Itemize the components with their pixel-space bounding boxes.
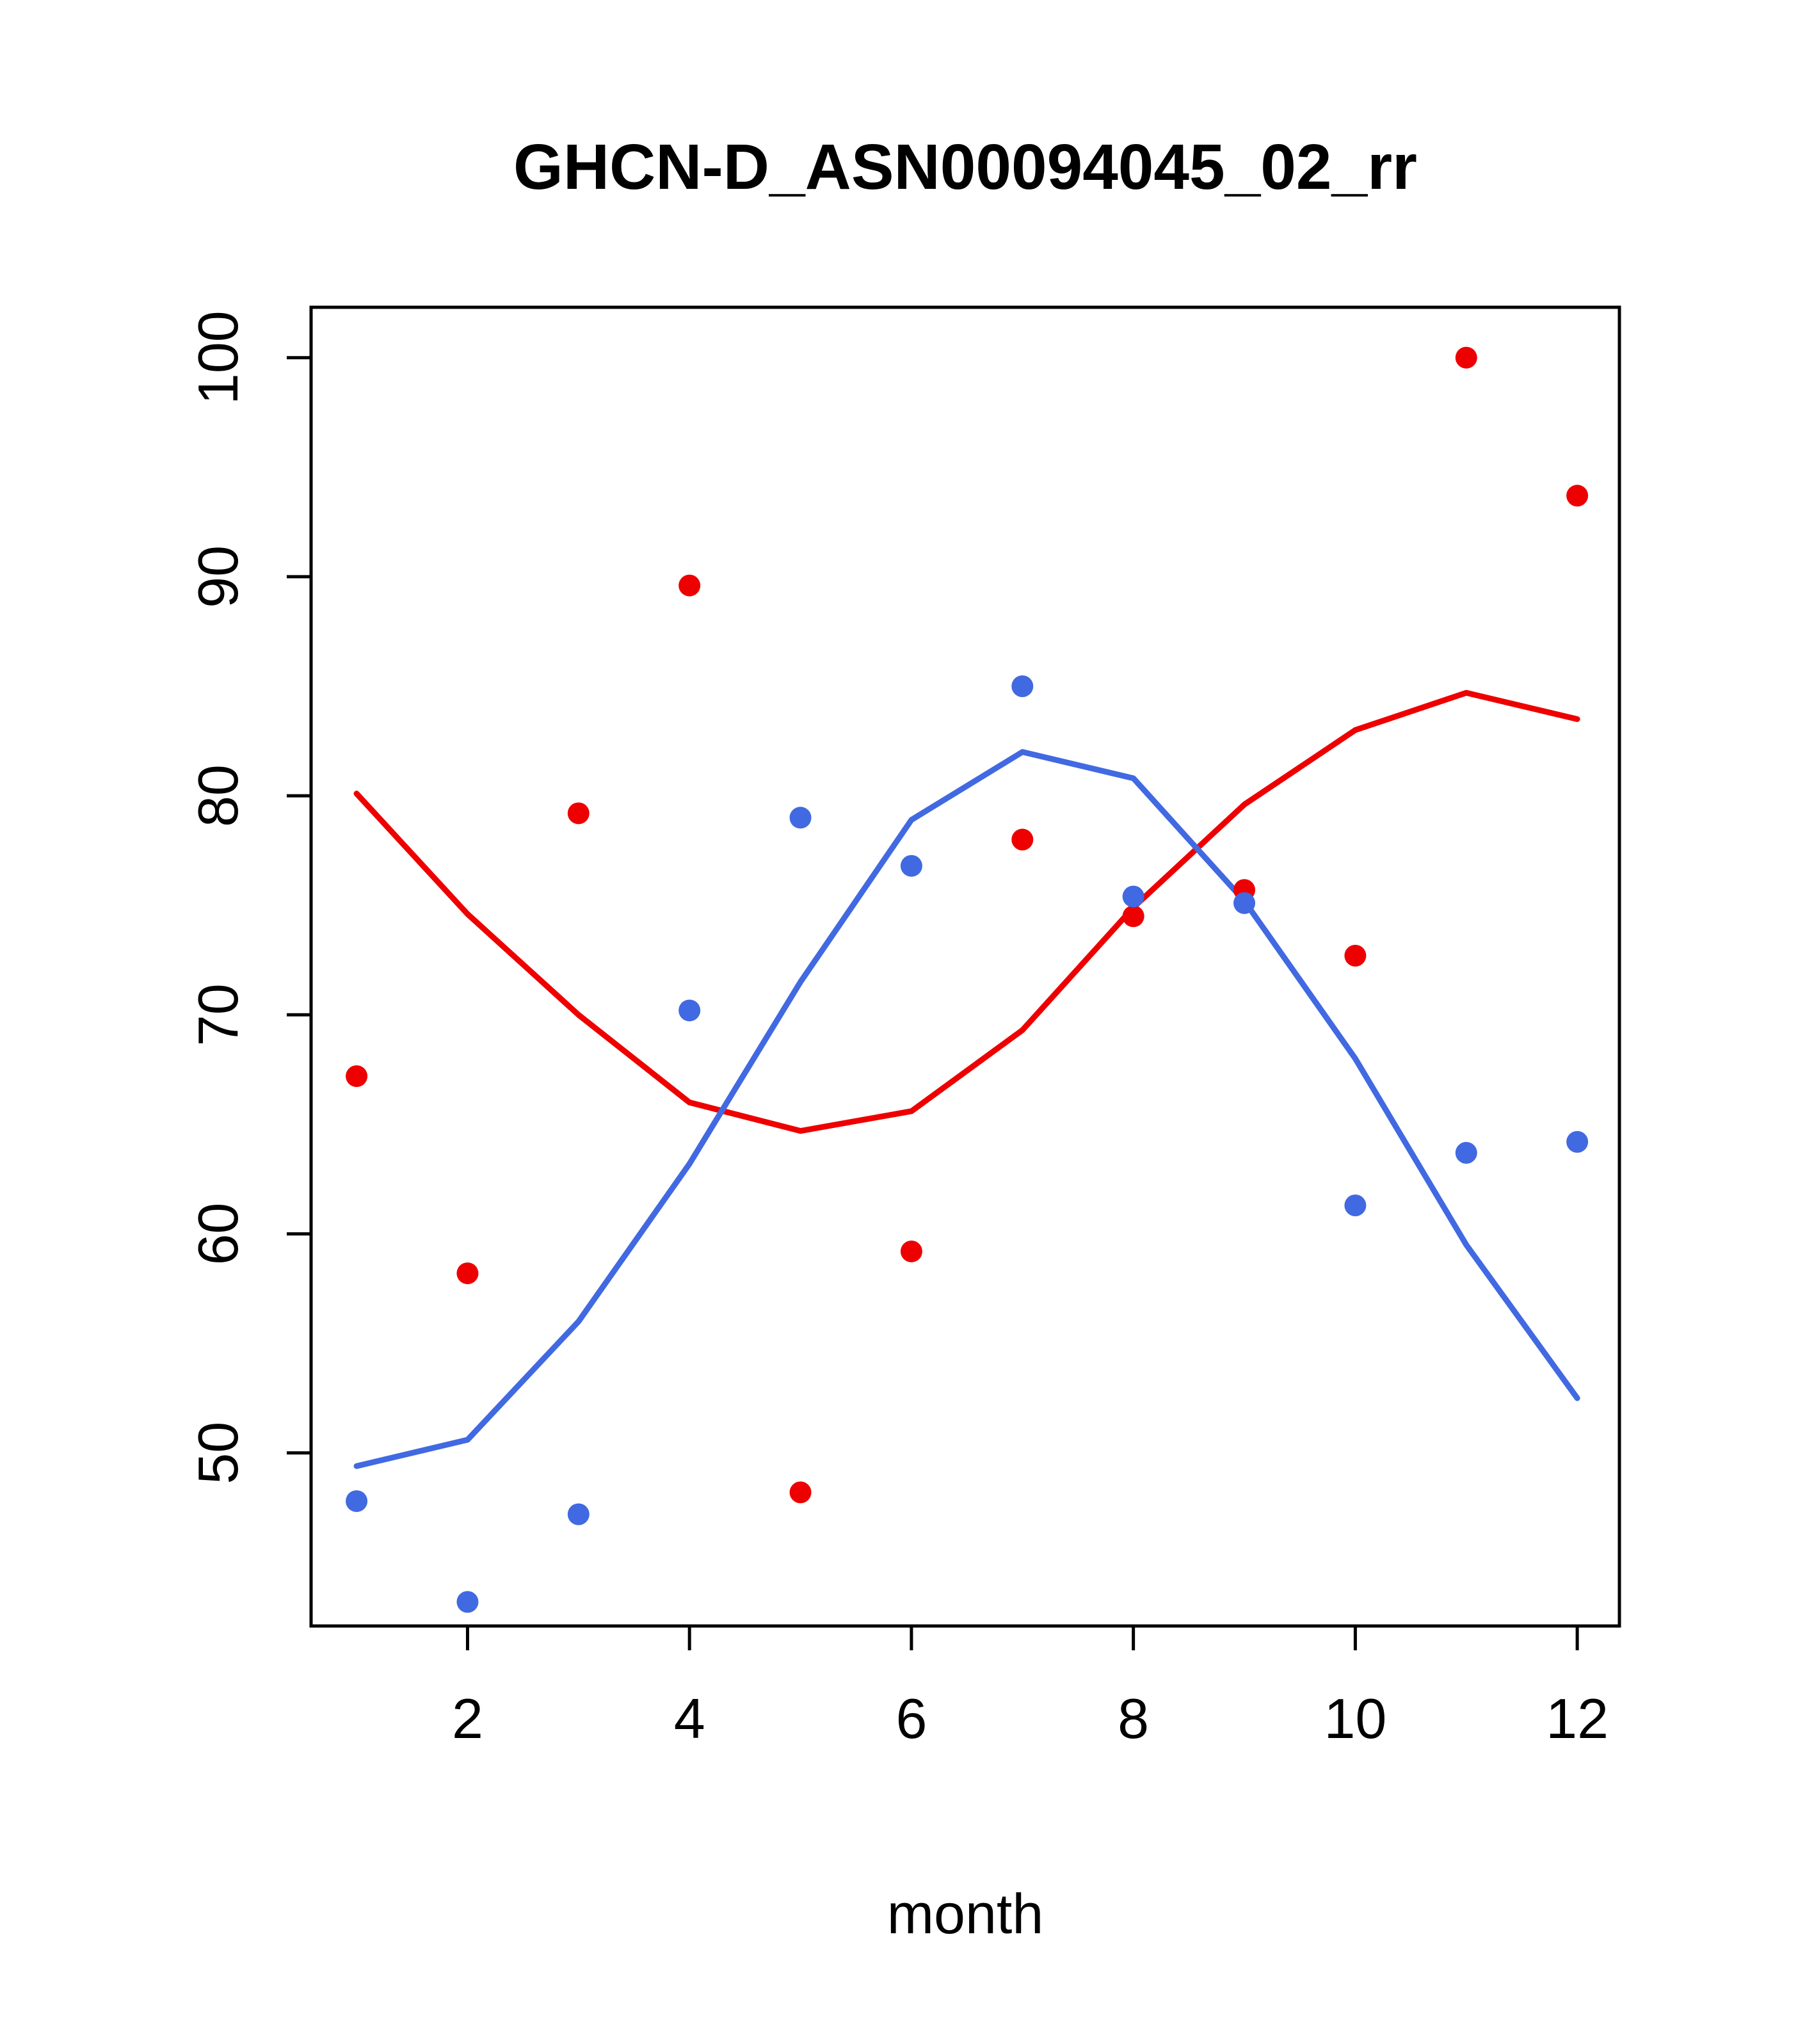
y-tick-label: 70 xyxy=(186,983,250,1046)
red-smooth-line xyxy=(353,689,1580,1134)
axes-layer: 2 4 6 8 10 12 50 60 70 80 90 100 xyxy=(186,305,1621,1750)
red-point xyxy=(346,1065,368,1088)
blue-point xyxy=(1122,885,1144,908)
blue-point xyxy=(789,807,812,829)
red-point xyxy=(1122,905,1144,928)
blue-point xyxy=(456,1591,479,1613)
blue-point xyxy=(1233,892,1256,914)
y-tick-label: 60 xyxy=(186,1203,250,1266)
red-point xyxy=(1344,944,1367,967)
x-tick-label: 10 xyxy=(1324,1687,1386,1750)
y-tick-label: 100 xyxy=(186,310,250,405)
x-tick-label: 6 xyxy=(895,1687,927,1750)
blue-point xyxy=(567,1503,590,1525)
x-axis-label: month xyxy=(887,1882,1044,1945)
red-point xyxy=(1566,485,1589,507)
blue-point xyxy=(900,855,922,877)
blue-point xyxy=(346,1490,368,1512)
red-point xyxy=(1455,346,1477,369)
y-tick-label: 50 xyxy=(186,1422,250,1485)
data-points-layer xyxy=(346,346,1589,1613)
chart-title: GHCN-D_ASN00094045_02_rr xyxy=(513,131,1417,203)
red-point xyxy=(900,1240,922,1262)
blue-point xyxy=(678,999,701,1022)
y-tick-label: 80 xyxy=(186,764,250,827)
red-point xyxy=(678,574,701,597)
x-tick-label: 4 xyxy=(674,1687,705,1750)
x-tick-label: 12 xyxy=(1546,1687,1609,1750)
blue-point xyxy=(1344,1194,1367,1216)
loess-lines-layer xyxy=(353,689,1580,1469)
blue-point xyxy=(1011,675,1034,697)
red-point xyxy=(567,802,590,825)
red-point xyxy=(456,1262,479,1285)
red-point xyxy=(1011,828,1034,851)
y-tick-label: 90 xyxy=(186,545,250,608)
blue-point xyxy=(1455,1141,1477,1164)
x-tick-label: 8 xyxy=(1118,1687,1149,1750)
x-tick-label: 2 xyxy=(452,1687,483,1750)
blue-smooth-line xyxy=(353,749,1580,1469)
plot-box xyxy=(309,305,1621,1628)
red-point xyxy=(789,1481,812,1504)
blue-point xyxy=(1566,1131,1589,1153)
